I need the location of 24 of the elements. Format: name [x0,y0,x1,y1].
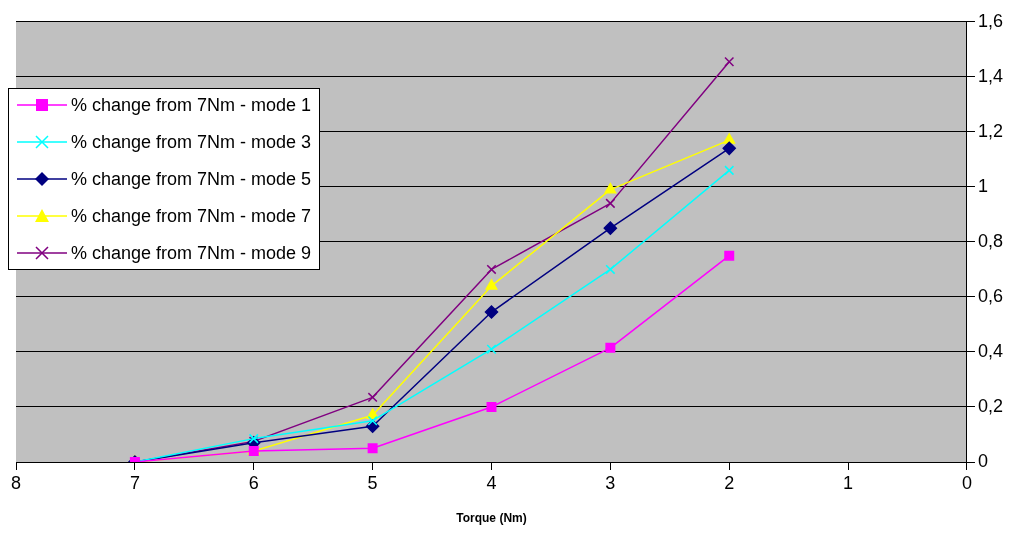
legend-label: % change from 7Nm - mode 7 [71,206,312,226]
y-tick-label: 1,2 [977,120,1004,141]
y-tick-label: 1,4 [977,65,1004,86]
y-tick-label: 0,8 [977,230,1004,251]
x-tick-label: 6 [248,472,259,493]
y-tick-label: 0,6 [977,285,1004,306]
legend-label: % change from 7Nm - mode 3 [71,132,312,152]
x-tick-label: 8 [11,472,22,493]
x-tick-label: 4 [486,472,497,493]
legend-label: % change from 7Nm - mode 9 [71,243,312,263]
x-tick-label: 0 [961,472,972,493]
x-tick-label: 2 [724,472,735,493]
y-tick-label: 1,6 [977,10,1004,31]
y-tick-label: 0,4 [977,340,1004,361]
x-tick-label: 1 [843,472,854,493]
y-tick-label: 0,2 [977,395,1004,416]
x-tick-label: 3 [605,472,616,493]
y-tick-label: 0 [977,450,988,471]
legend-label: % change from 7Nm - mode 5 [71,169,312,189]
x-tick-label: 5 [367,472,378,493]
y-tick-label: 1 [977,175,988,196]
legend-label: % change from 7Nm - mode 1 [71,95,312,115]
x-axis-title: Torque (Nm) [456,511,527,526]
x-tick-label: 7 [129,472,140,493]
